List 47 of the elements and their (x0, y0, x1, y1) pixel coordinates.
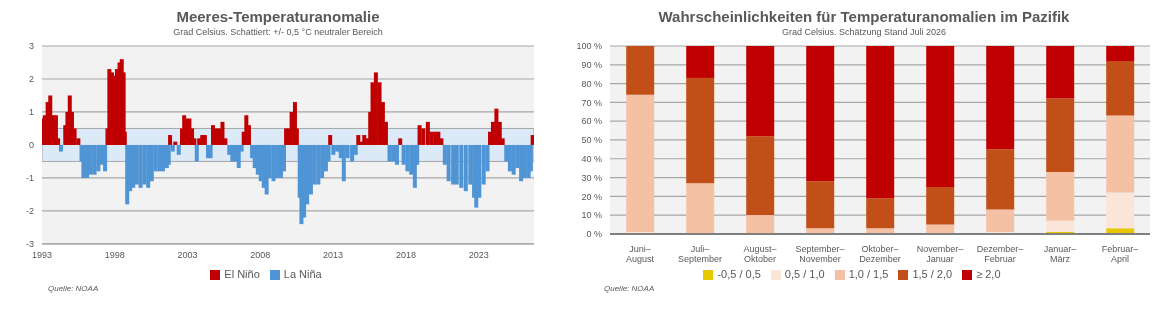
x-tick-label: 2018 (395, 250, 416, 261)
x-tick-label: Juli–September (677, 243, 723, 264)
source-note: Quelle: NOAA (604, 284, 656, 293)
y-tick-label: 3 (28, 41, 34, 52)
y-tick-label: 50 % (581, 135, 602, 146)
y-tick-label: 20 % (581, 191, 602, 202)
x-tick-label: August–Oktober (743, 243, 777, 264)
chart-title: Wahrscheinlichkeiten für Temperaturanomalien im Pazifik (657, 8, 1071, 26)
x-tick-label: Dezember–Februar (976, 243, 1024, 264)
y-tick-label: 10 % (581, 210, 602, 221)
y-tick-label: 90 % (581, 59, 602, 70)
y-tick-label: 40 % (581, 153, 602, 164)
x-tick-label: Juni–August (625, 243, 655, 264)
x-tick-label: 1993 (31, 250, 53, 261)
chart-title: Meeres-Temperaturanomalie (175, 8, 381, 26)
y-tick-label: 100 % (576, 41, 602, 52)
x-tick-label: Oktober–Dezember (859, 243, 901, 264)
y-tick-label: 0 (28, 140, 34, 151)
chart-subtitle: Grad Celsius. Schattiert: +/- 0,5 °C neutraler Bereich (172, 26, 384, 38)
x-tick-label: November–Januar (916, 243, 964, 264)
x-tick-label: 2008 (250, 250, 271, 261)
y-tick-label: 1 (28, 107, 34, 118)
legend-label: 1,5 / 2,0 (912, 267, 953, 280)
legend-label: ≥ 2,0 (976, 267, 1001, 280)
y-tick-label: 70 % (581, 97, 602, 108)
x-tick-label: Januar–März (1043, 243, 1077, 264)
y-tick-label: -2 (25, 206, 34, 217)
y-tick-label: 60 % (581, 116, 602, 127)
x-tick-label: September–November (795, 243, 845, 264)
x-tick-label: 2003 (177, 250, 198, 261)
source-note: Quelle: NOAA (48, 284, 100, 293)
y-tick-label: 2 (28, 74, 34, 85)
legend-label: 0,5 / 1,0 (784, 267, 825, 280)
x-tick-label: 2023 (468, 250, 489, 261)
x-tick-label: 2013 (323, 250, 344, 261)
y-tick-label: 30 % (581, 172, 602, 183)
y-tick-label: 0 % (586, 229, 602, 240)
legend-label: La Niña (283, 267, 322, 280)
x-tick-label: 1998 (104, 250, 125, 261)
x-tick-label: Februar–April (1101, 243, 1139, 264)
legend-label: El Niño (224, 267, 260, 280)
legend-label: -0,5 / 0,5 (717, 267, 761, 280)
y-tick-label: 80 % (581, 78, 602, 89)
y-tick-label: -1 (25, 173, 34, 184)
y-tick-label: -3 (25, 239, 34, 250)
chart-subtitle: Grad Celsius. Schätzung Stand Juli 2026 (780, 26, 948, 38)
legend-label: 1,0 / 1,5 (848, 267, 889, 280)
